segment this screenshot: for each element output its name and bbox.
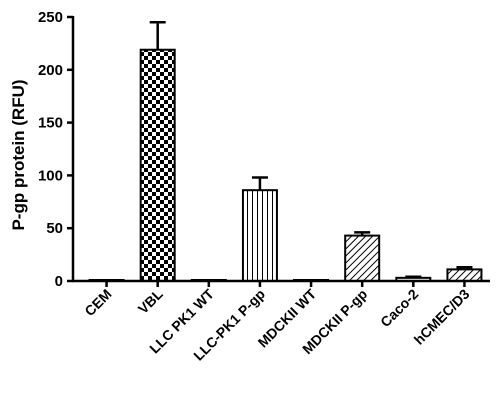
y-tick-label: 100	[38, 167, 63, 184]
y-tick-label: 250	[38, 9, 63, 26]
bar-1	[139, 48, 176, 283]
y-tick-label: 50	[46, 220, 63, 237]
x-tick-label: Caco-2	[377, 286, 421, 330]
x-tick-label: CEM	[81, 286, 114, 319]
x-tick-label: VBL	[135, 285, 166, 316]
y-tick-label: 150	[38, 115, 63, 132]
bar-3	[241, 189, 278, 283]
bars	[88, 21, 483, 283]
bar-5	[344, 234, 381, 282]
y-axis: 0 50 100 150 200 250	[38, 9, 75, 290]
y-tick-label: 200	[38, 62, 63, 79]
bar-7	[446, 268, 483, 283]
y-tick-label: 0	[55, 273, 63, 290]
x-tick-label: hCMEC/D3	[411, 286, 473, 348]
y-axis-label: P-gp protein (RFU)	[9, 79, 28, 230]
